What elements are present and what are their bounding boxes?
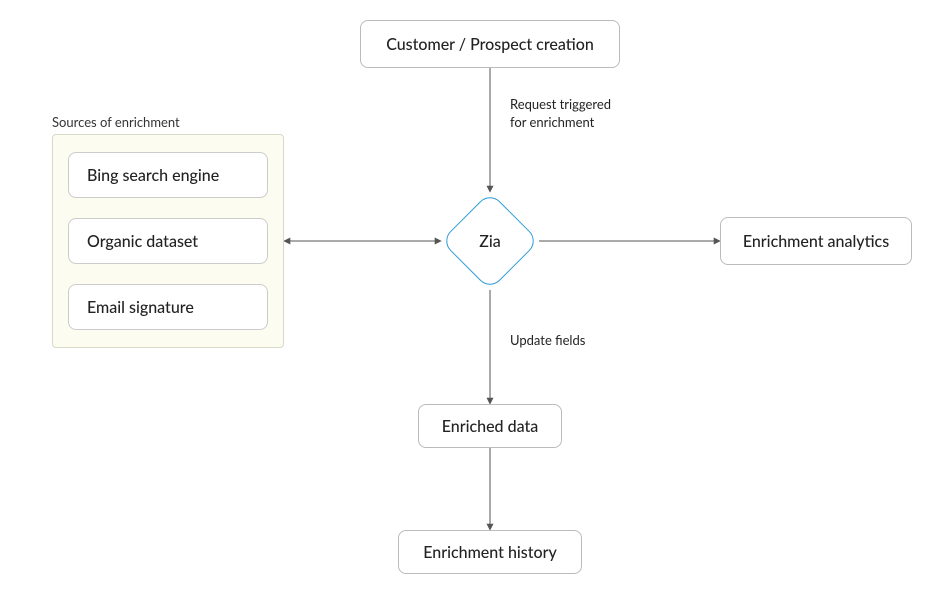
node-label: Enrichment history xyxy=(423,543,557,562)
node-label: Customer / Prospect creation xyxy=(386,35,594,54)
node-enrichment-analytics: Enrichment analytics xyxy=(720,217,912,265)
source-item-bing: Bing search engine xyxy=(68,152,268,198)
flowchart-canvas: Sources of enrichment Bing search engine… xyxy=(0,0,940,594)
source-item-email: Email signature xyxy=(68,284,268,330)
source-label: Bing search engine xyxy=(87,166,219,185)
node-zia-label: Zia xyxy=(455,206,525,276)
edge-label-request: Request triggeredfor enrichment xyxy=(510,96,611,131)
node-label: Enriched data xyxy=(442,417,539,436)
source-label: Organic dataset xyxy=(87,232,198,251)
node-enrichment-history: Enrichment history xyxy=(398,530,582,574)
node-customer-creation: Customer / Prospect creation xyxy=(360,20,620,68)
node-enriched-data: Enriched data xyxy=(418,404,562,448)
sources-group-label: Sources of enrichment xyxy=(52,114,180,130)
node-label: Enrichment analytics xyxy=(743,232,889,251)
source-label: Email signature xyxy=(87,298,194,317)
edge-label-update: Update fields xyxy=(510,332,585,350)
node-label: Zia xyxy=(479,232,501,251)
source-item-organic: Organic dataset xyxy=(68,218,268,264)
